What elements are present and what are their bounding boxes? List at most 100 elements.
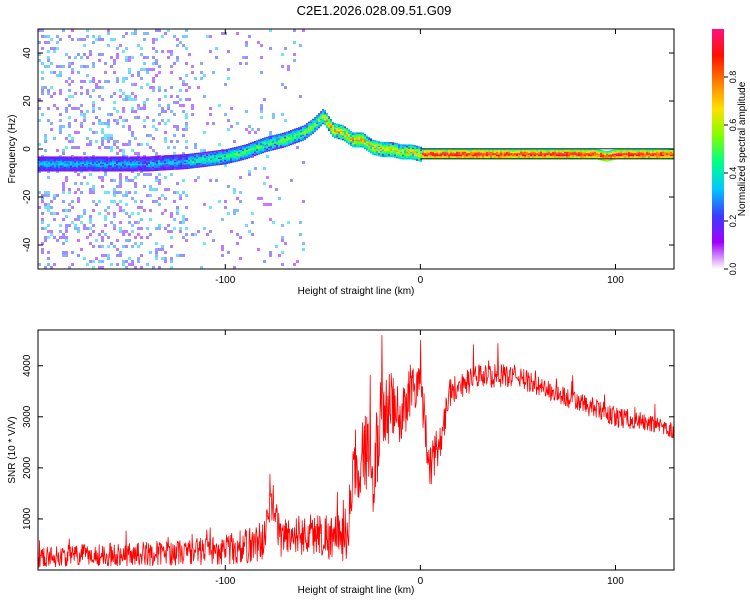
ridge-cell xyxy=(202,163,204,165)
ridge-cell xyxy=(372,149,374,151)
ridge-cell xyxy=(238,160,240,162)
noise-cell xyxy=(89,191,92,194)
ridge-cell xyxy=(238,148,240,150)
ridge-cell xyxy=(156,159,158,161)
ridge-cell xyxy=(228,155,230,157)
ridge-cell xyxy=(216,155,218,157)
noise-cell xyxy=(59,128,62,131)
ridge-cell xyxy=(520,152,522,154)
ridge-cell xyxy=(462,152,464,154)
ridge-cell xyxy=(334,125,336,127)
ridge-cell xyxy=(204,161,206,163)
ridge-cell xyxy=(304,138,306,140)
ridge-cell xyxy=(276,134,278,136)
noise-cell xyxy=(200,149,203,152)
ridge-cell xyxy=(620,152,622,154)
ridge-cell xyxy=(150,162,152,164)
noise-cell xyxy=(62,188,65,191)
ridge-cell xyxy=(78,161,80,163)
ridge-cell xyxy=(292,143,294,145)
noise-cell xyxy=(170,53,173,56)
noise-cell xyxy=(149,68,152,71)
ridge-cell xyxy=(194,161,196,163)
noise-cell xyxy=(209,206,212,209)
ridge-cell xyxy=(360,140,362,142)
ridge-cell xyxy=(292,132,294,134)
noise-cell xyxy=(185,98,188,101)
ridge-cell xyxy=(60,170,62,172)
ridge-cell xyxy=(428,152,430,154)
ridge-cell xyxy=(48,165,50,167)
ridge-cell xyxy=(416,159,418,161)
ridge-cell xyxy=(104,167,106,169)
noise-cell xyxy=(113,107,116,110)
ridge-cell xyxy=(602,159,604,161)
ridge-cell xyxy=(96,168,98,170)
ridge-cell xyxy=(244,149,246,151)
ridge-cell xyxy=(660,152,662,154)
ridge-cell xyxy=(168,164,170,166)
ridge-cell xyxy=(656,156,658,158)
ridge-cell xyxy=(200,152,202,154)
ridge-cell xyxy=(374,140,376,142)
ridge-cell xyxy=(76,158,78,160)
ridge-cell xyxy=(530,150,532,152)
ridge-cell xyxy=(332,126,334,128)
ridge-cell xyxy=(124,164,126,166)
noise-cell xyxy=(65,179,68,182)
noise-cell xyxy=(242,56,245,59)
ridge-cell xyxy=(648,156,650,158)
ridge-cell xyxy=(158,160,160,162)
ridge-cell xyxy=(588,150,590,152)
ridge-cell xyxy=(230,150,232,152)
ridge-cell xyxy=(350,144,352,146)
ridge-cell xyxy=(206,162,208,164)
ridge-cell xyxy=(148,158,150,160)
ridge-cell xyxy=(126,162,128,164)
ridge-cell xyxy=(332,122,334,124)
noise-cell xyxy=(47,89,50,92)
ridge-cell xyxy=(594,155,596,157)
noise-cell xyxy=(173,152,176,155)
noise-cell xyxy=(137,152,140,155)
ridge-cell xyxy=(164,160,166,162)
ridge-cell xyxy=(134,162,136,164)
noise-cell xyxy=(134,185,137,188)
ridge-cell xyxy=(52,170,54,172)
ridge-cell xyxy=(94,165,96,167)
noise-cell xyxy=(125,230,128,233)
ridge-cell xyxy=(468,153,470,155)
noise-cell xyxy=(194,143,197,146)
ridge-cell xyxy=(248,152,250,154)
ridge-cell xyxy=(404,150,406,152)
ridge-cell xyxy=(124,167,126,169)
noise-cell xyxy=(53,236,56,239)
ridge-cell xyxy=(454,156,456,158)
ridge-cell xyxy=(588,156,590,158)
ridge-cell xyxy=(290,142,292,144)
ridge-cell xyxy=(594,152,596,154)
ridge-cell xyxy=(376,154,378,156)
ridge-cell xyxy=(534,150,536,152)
noise-cell xyxy=(86,56,89,59)
ridge-cell xyxy=(242,148,244,150)
noise-cell xyxy=(284,119,287,122)
ridge-cell xyxy=(158,162,160,164)
ridge-cell xyxy=(276,143,278,145)
ridge-cell xyxy=(94,158,96,160)
ridge-cell xyxy=(372,143,374,145)
ridge-cell xyxy=(252,149,254,151)
ridge-cell xyxy=(518,156,520,158)
ridge-cell xyxy=(148,170,150,172)
ridge-cell xyxy=(226,157,228,159)
ridge-cell xyxy=(442,150,444,152)
ridge-cell xyxy=(196,157,198,159)
ridge-cell xyxy=(134,156,136,158)
ridge-cell xyxy=(222,162,224,164)
noise-cell xyxy=(137,233,140,236)
ridge-cell xyxy=(80,159,82,161)
ridge-cell xyxy=(378,141,380,143)
ridge-cell xyxy=(352,146,354,148)
ridge-cell xyxy=(286,133,288,135)
ridge-cell xyxy=(344,134,346,136)
